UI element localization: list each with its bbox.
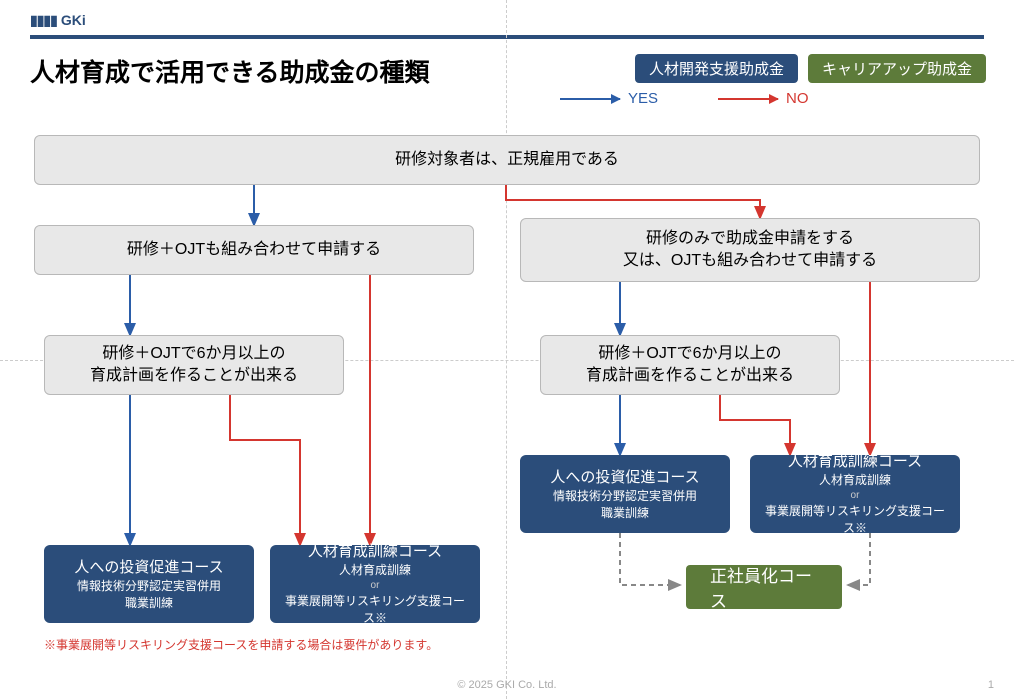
badge-legend: 人材開発支援助成金 キャリアアップ助成金 <box>635 54 986 83</box>
question-3-left: 研修＋OJTで6か月以上の育成計画を作ることが出来る <box>44 335 344 395</box>
result-2-left: 人材育成訓練コース人材育成訓練or事業展開等リスキリング支援コース※ <box>270 545 480 623</box>
no-label: NO <box>786 90 809 107</box>
result-1-right: 人への投資促進コース情報技術分野認定実習併用職業訓練 <box>520 455 730 533</box>
question-3-right: 研修＋OJTで6か月以上の育成計画を作ることが出来る <box>540 335 840 395</box>
result-1-left: 人への投資促進コース情報技術分野認定実習併用職業訓練 <box>44 545 254 623</box>
badge-green: キャリアアップ助成金 <box>808 54 986 83</box>
copyright: © 2025 GKI Co. Ltd. <box>0 679 1014 691</box>
no-arrow-icon <box>718 98 778 100</box>
guide-vertical <box>506 0 507 699</box>
badge-navy: 人材開発支援助成金 <box>635 54 798 83</box>
logo: ▮▮▮▮GKi <box>30 12 86 29</box>
page-number: 1 <box>988 679 994 691</box>
footnote: ※事業展開等リスキリング支援コースを申請する場合は要件があります。 <box>44 636 438 653</box>
result-2-right: 人材育成訓練コース人材育成訓練or事業展開等リスキリング支援コース※ <box>750 455 960 533</box>
result-final: 正社員化コース <box>686 565 842 609</box>
arrow-legend: YES NO <box>560 90 809 107</box>
yes-arrow-icon <box>560 98 620 100</box>
question-2-left: 研修＋OJTも組み合わせて申請する <box>34 225 474 275</box>
yes-label: YES <box>628 90 658 107</box>
question-2-right: 研修のみで助成金申請をする又は、OJTも組み合わせて申請する <box>520 218 980 282</box>
question-1: 研修対象者は、正規雇用である <box>34 135 980 185</box>
